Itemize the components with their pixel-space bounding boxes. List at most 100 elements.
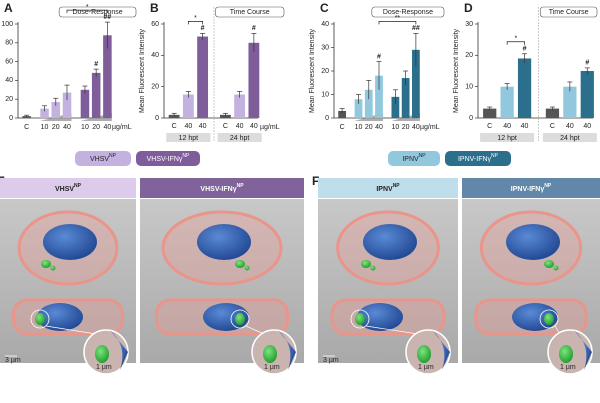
virus-particle: [235, 260, 245, 268]
box-label: Dose-Response: [72, 9, 122, 16]
legend-box: [75, 151, 131, 166]
x-tick-label: 40: [375, 124, 383, 131]
x-tick-label: 40: [103, 124, 111, 131]
y-tick-label: 60: [151, 21, 159, 28]
x-tick-label: 40: [184, 123, 192, 130]
box-label-frame: [215, 6, 285, 18]
group-box: [480, 133, 535, 142]
box-label-frame: [539, 6, 598, 18]
x-tick-label: C: [172, 123, 177, 130]
zoom-connector: [245, 325, 265, 335]
tile-title-main: IPNV: [376, 186, 393, 193]
legend-label-sup: NP: [109, 153, 117, 159]
y-tick-label: 20: [321, 68, 329, 75]
significance-label: #: [377, 53, 381, 60]
bar: [563, 86, 577, 118]
zoom-nucleus: [110, 330, 128, 370]
significance-label: #: [252, 25, 256, 32]
significance-label: #: [94, 61, 98, 68]
significance-bracket: [506, 41, 525, 45]
bar: [364, 89, 373, 118]
legend-box: [388, 151, 440, 166]
legend-label-sup: NP: [182, 153, 190, 159]
tile-title-sup: NP: [393, 183, 401, 189]
dose-wedge: [80, 113, 112, 121]
scale-label: 3 µm: [5, 357, 21, 364]
x-tick-label: 20: [92, 124, 100, 131]
legend-label-sup: NP: [491, 153, 499, 159]
zoom-region: [230, 309, 250, 329]
x-tick-label: 10: [355, 124, 363, 131]
zoom-scale-label: 1 µm: [560, 364, 576, 371]
x-tick-label: C: [223, 123, 228, 130]
zoom-virus: [95, 345, 109, 363]
scale-label: 3 µm: [323, 357, 339, 364]
x-tick-label: C: [24, 124, 29, 131]
virus-particle: [35, 313, 45, 325]
significance-label: ##: [412, 25, 420, 32]
panel-letter: B: [150, 1, 159, 15]
tile-title-main: VHSV: [55, 186, 74, 193]
virus-particle: [41, 260, 51, 268]
bracket-label: *: [86, 4, 89, 11]
legend-label: IPNV-IFNγNP: [458, 153, 499, 163]
tile-title-sup: NP: [544, 183, 552, 189]
x-tick-label: 40: [412, 124, 420, 131]
significance-label: #: [201, 25, 205, 32]
panel-letter: A: [4, 1, 13, 15]
zoom-region: [350, 309, 370, 329]
nucleus: [43, 224, 97, 260]
virus-particle: [50, 265, 56, 271]
zoom-scale-label: 1 µm: [96, 364, 112, 371]
group-label: 12 hpt: [497, 135, 517, 142]
legend-label-sup: NP: [419, 153, 427, 159]
significance-bracket: [188, 21, 203, 25]
legend-label: VHSVNP: [90, 153, 117, 163]
tile-title-sup: NP: [74, 183, 82, 189]
group-label: 12 hpt: [179, 135, 199, 142]
x-tick-label: C: [340, 124, 345, 131]
zoom-virus: [263, 345, 277, 363]
y-tick-label: 10: [321, 91, 329, 98]
bracket-label: *: [514, 36, 517, 43]
bar: [80, 89, 90, 118]
nucleus: [197, 224, 251, 260]
x-tick-label: 40: [521, 123, 529, 130]
legend-label: VHSV-IFNγNP: [147, 153, 190, 163]
zoom-scale-label: 1 µm: [264, 364, 280, 371]
bar: [234, 94, 246, 118]
tile-header: [462, 178, 600, 198]
bar: [103, 35, 112, 118]
box-label: Time Course: [549, 9, 589, 16]
box-label-frame: [58, 6, 137, 18]
panel-letter: C: [320, 1, 329, 15]
zoom-virus: [559, 345, 573, 363]
significance-label: ##: [103, 14, 111, 21]
x-tick-label: 20: [365, 124, 373, 131]
nucleus: [506, 224, 560, 260]
bar: [51, 102, 61, 118]
x-tick-label: 40: [566, 123, 574, 130]
virus-particle: [553, 265, 559, 271]
y-tick-label: 60: [5, 58, 13, 65]
virus-particle: [370, 265, 376, 271]
bar: [580, 71, 594, 118]
y-tick-label: 100: [1, 21, 13, 28]
x-tick-label: 20: [402, 124, 410, 131]
y-axis-label: Mean Fluorescent Intensity: [453, 28, 460, 113]
bar: [354, 99, 363, 118]
virus-particle: [544, 313, 554, 325]
bar: [248, 42, 260, 118]
y-tick-label: 20: [151, 84, 159, 91]
virus-particle: [361, 260, 371, 268]
tile-title: VHSV-IFNγNP: [200, 183, 244, 193]
zoom-connector: [45, 325, 97, 335]
zoom-nucleus: [574, 330, 592, 370]
bar: [338, 110, 347, 118]
tile-title: VHSVNP: [55, 183, 82, 193]
significance-label: #: [523, 46, 527, 53]
box-label-frame: [371, 6, 445, 18]
bar: [483, 108, 497, 118]
nucleus: [37, 303, 83, 331]
virus-particle: [235, 313, 245, 325]
